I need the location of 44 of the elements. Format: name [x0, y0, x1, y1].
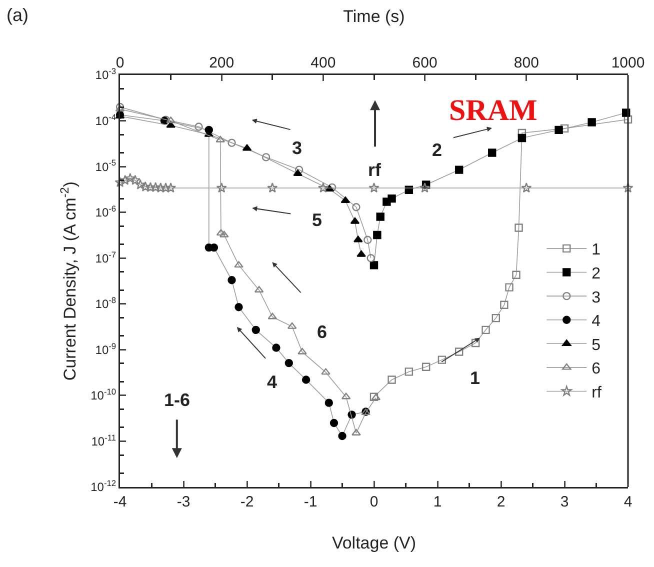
annotation: 1 — [470, 368, 480, 388]
x-tick-label: 1 — [433, 494, 442, 510]
annotation: 2 — [432, 140, 442, 160]
legend-label: 2 — [592, 266, 601, 282]
x-tick-label: 0 — [370, 494, 378, 510]
x2-tick-label: 200 — [209, 54, 234, 72]
y-tick-label: 10$^{-5}$ — [95, 158, 116, 174]
annotation: 6 — [317, 322, 328, 342]
x2-axis-title: Time (s) — [343, 7, 405, 26]
x2-tick-label: 800 — [514, 54, 539, 72]
x-tick-label: -2 — [240, 494, 254, 510]
annotation: 3 — [292, 138, 302, 158]
annotation: SRAM — [449, 94, 538, 127]
x2-tick-label: 1000 — [611, 54, 645, 72]
x-tick-label: -4 — [113, 494, 127, 510]
legend-label: 3 — [592, 289, 601, 306]
x-axis-title: Voltage (V) — [332, 534, 416, 552]
y-tick-label: 10$^{-3}$ — [95, 66, 116, 82]
x2-tick-label: 400 — [310, 54, 336, 72]
y-tick-label: 10$^{-6}$ — [95, 203, 116, 220]
annotation: rf — [368, 160, 382, 180]
chart-title: (a) — [6, 5, 29, 26]
y-tick-label: 10$^{-9}$ — [95, 340, 116, 357]
x-tick-label: -3 — [176, 494, 190, 510]
legend-label: 4 — [592, 313, 601, 330]
legend-label: 1 — [592, 242, 601, 259]
annotation: 5 — [312, 210, 322, 230]
y-tick-label: 10$^{-4}$ — [95, 112, 116, 128]
annotation: 4 — [267, 372, 278, 392]
y-tick-label: 10$^{-8}$ — [95, 295, 116, 312]
y-tick-label: 10$^{-12}$ — [90, 478, 116, 494]
x-tick-label: 3 — [560, 494, 569, 510]
legend-label: 6 — [592, 360, 601, 378]
x-tick-label: 4 — [624, 494, 632, 510]
y-tick-label: 10$^{-7}$ — [95, 249, 116, 266]
x-tick-label: 2 — [496, 494, 506, 510]
x-tick-label: -1 — [304, 494, 318, 510]
x2-tick-label: 0 — [116, 54, 124, 72]
y-tick-label: 10$^{-10}$ — [90, 386, 116, 403]
annotation: 1-6 — [164, 390, 190, 410]
legend-label: rf — [592, 384, 602, 402]
y-tick-label: 10$^{-11}$ — [91, 432, 116, 448]
legend-label: 5 — [592, 336, 601, 354]
x2-tick-label: 600 — [412, 54, 438, 72]
